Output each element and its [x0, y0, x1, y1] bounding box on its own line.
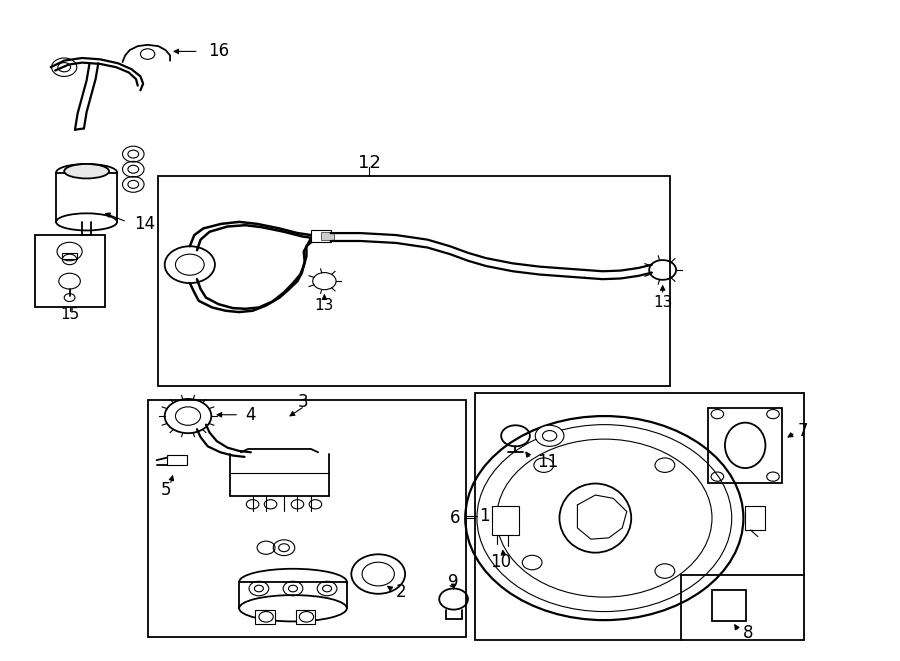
Bar	[62, 253, 77, 259]
Text: 11: 11	[537, 453, 558, 471]
Ellipse shape	[64, 164, 109, 178]
Bar	[492, 506, 519, 535]
Text: 12: 12	[358, 153, 381, 172]
Bar	[475, 393, 805, 640]
Text: 6: 6	[450, 509, 461, 527]
Ellipse shape	[239, 568, 346, 595]
Bar	[239, 582, 346, 608]
Bar	[256, 609, 275, 624]
Text: 13: 13	[653, 295, 672, 310]
Bar	[320, 232, 334, 240]
Bar	[158, 176, 670, 387]
Ellipse shape	[56, 214, 117, 231]
Bar	[745, 506, 765, 530]
Text: 8: 8	[742, 624, 753, 642]
Text: 14: 14	[134, 215, 156, 233]
Text: 5: 5	[160, 481, 171, 500]
Bar	[296, 609, 315, 624]
Text: 13: 13	[315, 298, 334, 313]
Text: 9: 9	[448, 573, 459, 591]
Bar	[56, 173, 117, 222]
Bar	[167, 455, 187, 465]
Text: 3: 3	[298, 393, 308, 410]
Text: 10: 10	[490, 553, 511, 571]
Bar	[712, 590, 746, 621]
Text: 7: 7	[798, 422, 808, 440]
Ellipse shape	[56, 164, 117, 181]
Ellipse shape	[239, 595, 346, 621]
Text: 1: 1	[480, 507, 491, 525]
Text: 4: 4	[246, 406, 256, 424]
Text: 2: 2	[396, 583, 407, 601]
Bar	[708, 408, 782, 483]
Circle shape	[536, 425, 564, 446]
Text: 15: 15	[60, 307, 79, 321]
Text: 16: 16	[208, 42, 229, 60]
Bar	[35, 235, 104, 307]
Bar	[148, 400, 466, 637]
Bar	[310, 230, 330, 242]
